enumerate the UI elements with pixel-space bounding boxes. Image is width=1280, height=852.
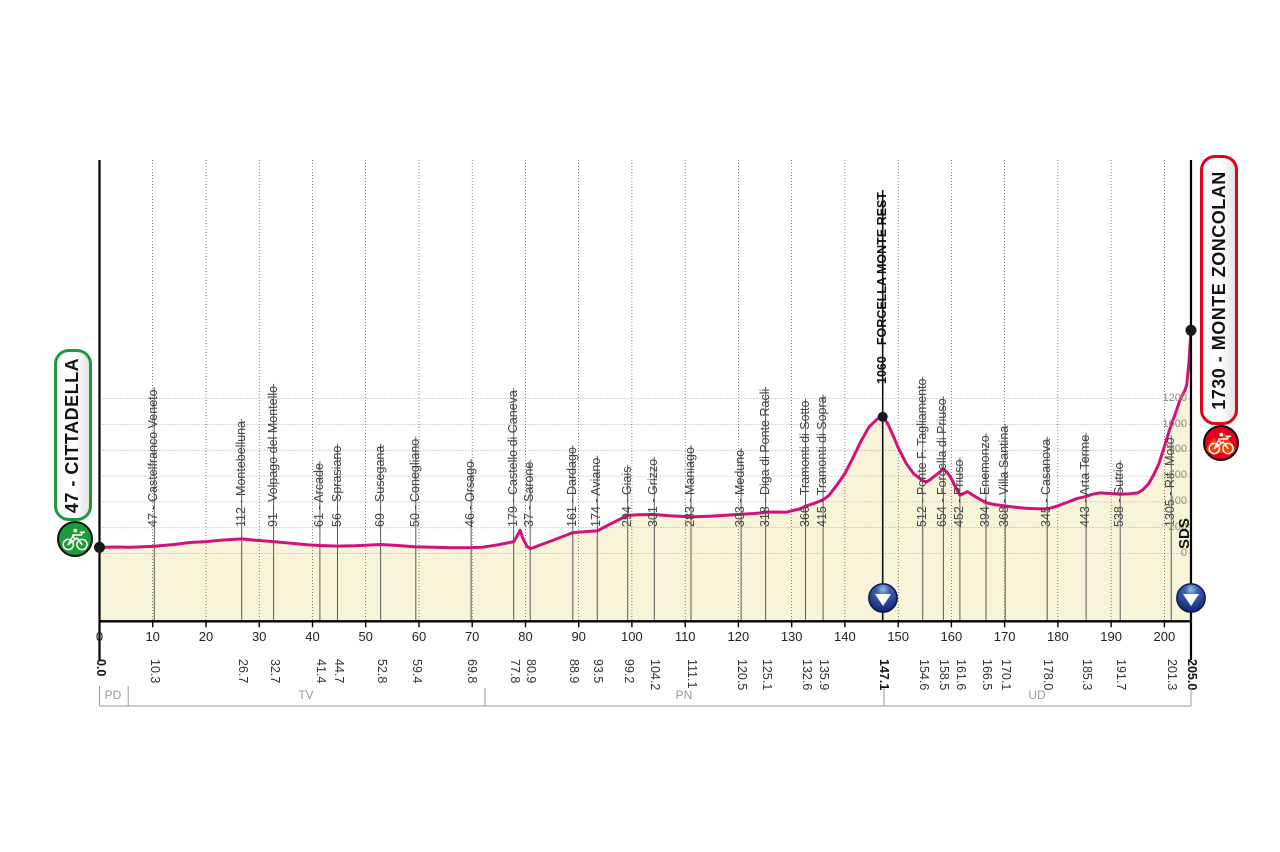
svg-text:PD: PD (105, 688, 122, 702)
svg-text:UD: UD (1028, 688, 1046, 702)
svg-text:TV: TV (298, 688, 313, 702)
svg-text:PN: PN (676, 688, 693, 702)
